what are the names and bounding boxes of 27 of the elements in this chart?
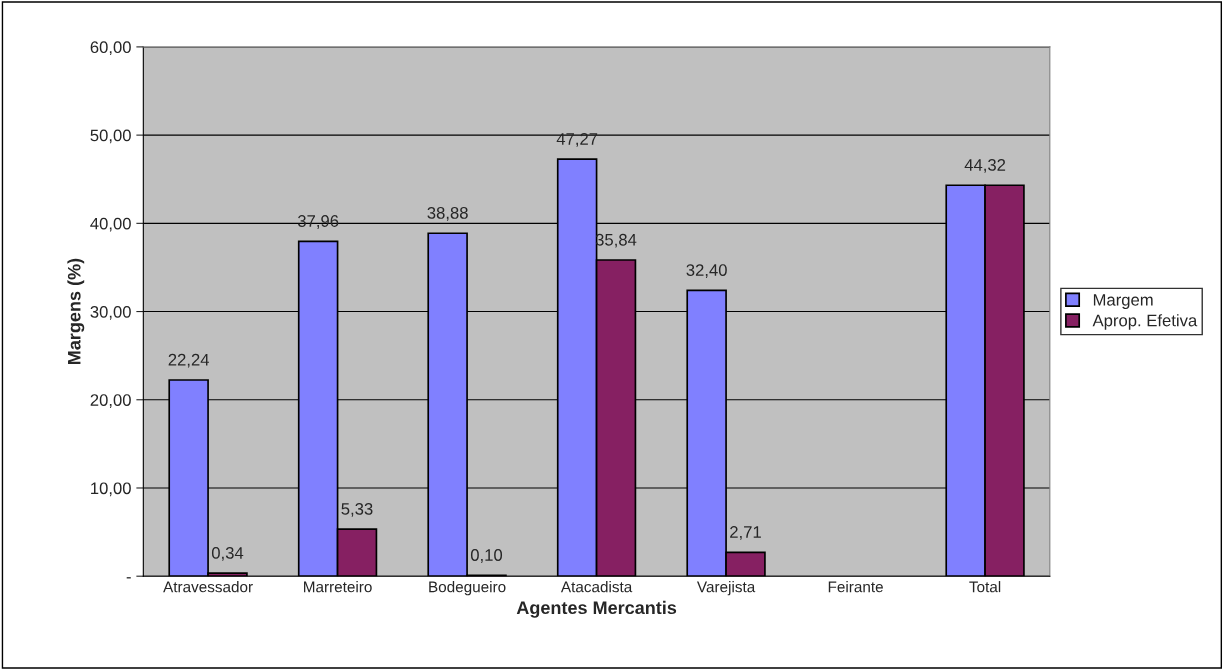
y-tick-label: 50,00	[90, 129, 131, 144]
y-tick-label: -	[126, 577, 131, 579]
x-tick-label: Bodegueiro	[429, 581, 506, 596]
data-label: 38,88	[427, 207, 468, 221]
data-label: 47,27	[556, 132, 598, 147]
data-label: 0,10	[470, 549, 503, 563]
data-label: 32,40	[686, 264, 727, 278]
legend-label: Margem	[1093, 294, 1153, 310]
legend-label: Aprop. Efetiva	[1092, 314, 1198, 330]
data-label: 5,33	[341, 502, 373, 517]
data-label: 22,24	[168, 353, 210, 368]
x-tick-label: Feirante	[828, 581, 883, 593]
y-tick-label: 10,00	[91, 482, 131, 497]
data-label: 2,71	[730, 526, 761, 540]
x-tick-label: Varejista	[696, 581, 756, 596]
y-axis-title: Margens (%)	[67, 258, 85, 365]
y-tick-label: 20,00	[90, 394, 131, 408]
y-tick-label: 40,00	[90, 217, 131, 232]
y-tick-label: 60,00	[90, 41, 131, 56]
x-tick-label: Atacadista	[560, 581, 633, 593]
x-tick-label: Marreteiro	[304, 581, 372, 593]
x-tick-label: Total	[969, 581, 1001, 593]
data-label: 44,32	[964, 159, 1006, 173]
x-axis-title: Agentes Mercantis	[516, 600, 677, 618]
x-tick-label: Atravessador	[163, 581, 253, 593]
data-label: 0,34	[211, 546, 244, 561]
y-tick-label: 30,00	[90, 305, 131, 320]
